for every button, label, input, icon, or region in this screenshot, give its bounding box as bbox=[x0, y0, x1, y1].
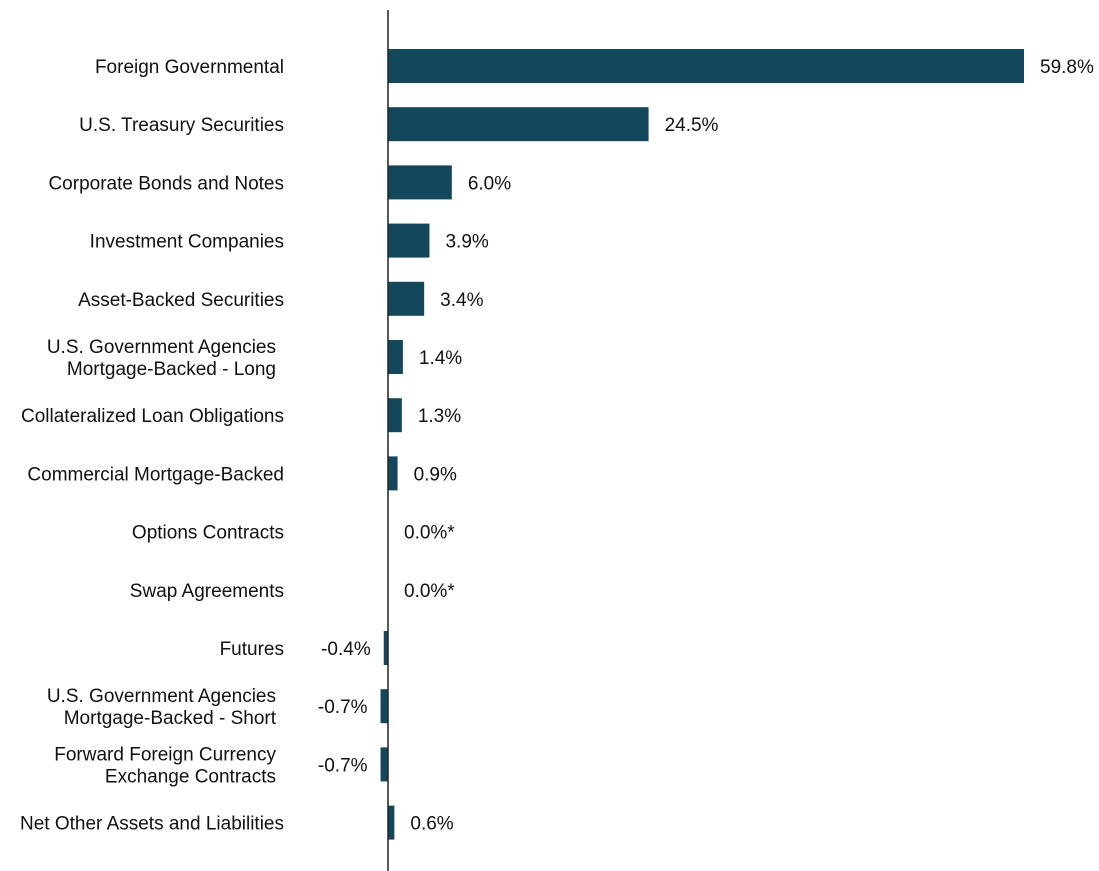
category-label: Swap Agreements bbox=[130, 581, 284, 602]
bar-1 bbox=[388, 107, 649, 142]
category-label: Collateralized Loan Obligations bbox=[21, 406, 284, 427]
value-label: 3.4% bbox=[440, 290, 483, 311]
category-label: U.S. Government Agencies Mortgage-Backed … bbox=[47, 686, 277, 729]
value-label: 0.9% bbox=[414, 464, 457, 485]
category-label: Forward Foreign Currency Exchange Contrac… bbox=[54, 744, 276, 787]
value-label: 0.0%* bbox=[404, 581, 455, 602]
value-label: 1.4% bbox=[419, 348, 462, 369]
category-label: Commercial Mortgage-Backed bbox=[27, 464, 284, 485]
value-label: -0.7% bbox=[318, 697, 368, 718]
value-labels-group: 59.8% 24.5% 6.0% 3.9% 3.4% 1.4% 1.3% 0.9% 0.0%* 0… bbox=[318, 57, 1094, 835]
value-label: 0.6% bbox=[410, 814, 453, 835]
bar-7 bbox=[388, 456, 398, 491]
value-label: 0.0%* bbox=[404, 523, 455, 544]
category-label: Net Other Assets and Liabilities bbox=[20, 814, 284, 835]
value-label: 6.0% bbox=[468, 173, 511, 194]
bar-10 bbox=[383, 631, 388, 665]
bar-11 bbox=[380, 689, 388, 724]
bar-13 bbox=[388, 805, 395, 840]
bar-5 bbox=[388, 340, 403, 374]
value-label: 1.3% bbox=[418, 406, 461, 427]
category-labels-group: Foreign Governmental U.S. Treasury Securi… bbox=[20, 57, 284, 835]
category-label: Corporate Bonds and Notes bbox=[48, 173, 284, 194]
category-label: Futures bbox=[220, 639, 284, 660]
category-label: U.S. Treasury Securities bbox=[79, 115, 284, 136]
category-label: Asset-Backed Securities bbox=[78, 290, 284, 311]
value-label: -0.7% bbox=[318, 755, 368, 776]
value-label: -0.4% bbox=[321, 639, 371, 660]
value-label: 3.9% bbox=[445, 232, 488, 253]
bar-0 bbox=[388, 49, 1024, 83]
bar-6 bbox=[388, 398, 402, 433]
bar-3 bbox=[388, 223, 430, 258]
category-label: Investment Companies bbox=[90, 232, 284, 253]
bar-2 bbox=[388, 165, 452, 200]
value-label: 59.8% bbox=[1040, 57, 1094, 78]
category-label: U.S. Government Agencies Mortgage-Backed … bbox=[47, 337, 276, 380]
bar-12 bbox=[380, 747, 388, 782]
bar-4 bbox=[388, 281, 425, 316]
value-label: 24.5% bbox=[665, 115, 719, 136]
category-label: Foreign Governmental bbox=[95, 57, 284, 78]
category-label: Options Contracts bbox=[132, 523, 284, 544]
bars-group bbox=[380, 49, 1024, 840]
